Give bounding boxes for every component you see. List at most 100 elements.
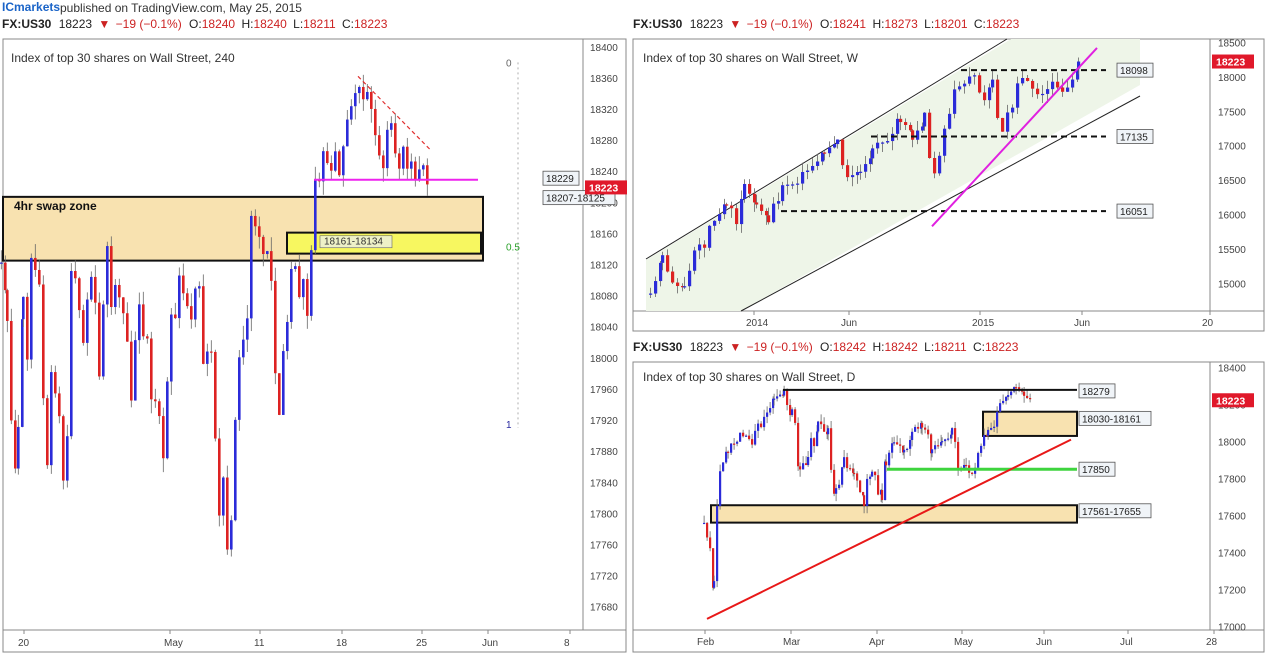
candle [42, 284, 45, 399]
candle [382, 155, 385, 169]
candle [833, 469, 836, 494]
candle [1021, 77, 1025, 84]
candle [54, 372, 57, 394]
candle [846, 165, 850, 178]
x-tick-label: 18 [336, 638, 348, 649]
red-trendline [357, 75, 431, 150]
candle [805, 463, 808, 466]
candle [262, 236, 265, 255]
candle [1007, 395, 1010, 397]
candle [849, 468, 852, 470]
x-tick-label: 20 [18, 638, 30, 649]
y-tick-label: 17000 [1218, 142, 1246, 153]
candle [794, 409, 797, 423]
candle [851, 175, 855, 178]
candle [30, 257, 33, 360]
candle [996, 79, 1000, 118]
candle [666, 255, 670, 272]
candle [326, 151, 329, 164]
candle [266, 251, 269, 255]
candle [735, 208, 739, 225]
candle [773, 398, 776, 400]
chart-panel-weekly[interactable]: FX:US30 18223 ▼ −19 (−0.1%) O:18241 H:18… [631, 15, 1266, 335]
candle [278, 373, 281, 415]
level-label-zone-upper: 18030-18161 [1082, 414, 1141, 425]
change: −19 (−0.1%) [116, 17, 182, 31]
candle [765, 210, 769, 216]
candle [671, 271, 675, 283]
candle [718, 214, 722, 221]
level-label-zone-upper-bg [1078, 410, 1152, 426]
symbol: FX:US30 [633, 340, 683, 354]
candle [742, 432, 745, 437]
candle [10, 320, 13, 421]
chart-title: Index of top 30 shares on Wall Street, 2… [11, 51, 235, 65]
level-label-18279-bg [1078, 383, 1116, 399]
candle [914, 426, 917, 432]
candle [378, 135, 381, 156]
level-label-17850-bg [1078, 461, 1116, 477]
candle [796, 183, 800, 185]
candle [779, 394, 782, 397]
candle [763, 416, 766, 428]
candle [846, 457, 849, 469]
candle [82, 310, 85, 343]
candles [703, 382, 1032, 591]
level-label-18279: 18279 [1082, 387, 1110, 398]
y-tick-label: 18500 [1218, 38, 1246, 49]
candle [1056, 81, 1060, 88]
price: 18223 [690, 17, 724, 31]
candle [938, 155, 942, 174]
top-bar: ICmarkets published on TradingView.com, … [0, 0, 1266, 16]
candle [801, 171, 805, 184]
candle [186, 293, 189, 307]
candle [370, 91, 373, 109]
candle [874, 471, 877, 476]
candle [34, 257, 37, 270]
candle [899, 444, 902, 446]
pink-trendline [931, 47, 1098, 227]
level-label-18098-bg [1116, 62, 1154, 78]
brand-logo[interactable]: ICmarkets [2, 0, 61, 14]
chart-panel-daily[interactable]: FX:US30 18223 ▼ −19 (−0.1%) O:18242 H:18… [631, 338, 1266, 654]
candle [38, 269, 41, 285]
y-tick-label: 17500 [1218, 107, 1246, 118]
candle [745, 435, 748, 437]
level-label-zone: 18207-18125 [546, 194, 605, 205]
x-tick-label: Apr [869, 637, 885, 648]
candle [286, 321, 289, 352]
y-tick-label: 17800 [1218, 474, 1246, 485]
candle [937, 445, 940, 447]
chart-panel-h4[interactable]: FX:US30 18223 ▼ −19 (−0.1%) O:18240 H:18… [0, 15, 628, 655]
candle [258, 226, 261, 237]
y-tick-label: 15000 [1218, 279, 1246, 290]
candle [302, 279, 305, 298]
candle [772, 203, 776, 223]
svg-text:FX:US30 18223 ▼ −1: FX:US30 18223 ▼ −19 (−0.1%) O:18242 H:18… [633, 340, 1019, 354]
candle [114, 284, 117, 308]
x-tick-label: 25 [416, 638, 428, 649]
candle [751, 439, 754, 445]
y-tick-label: 17920 [590, 416, 618, 427]
candle [659, 262, 663, 282]
candle [274, 280, 277, 374]
candle [230, 520, 233, 550]
candle [799, 466, 802, 470]
candle [807, 456, 810, 466]
x-tick-label: Jun [841, 318, 857, 329]
candle [170, 314, 173, 382]
candle [154, 399, 157, 402]
candle [1018, 387, 1021, 391]
candle [888, 452, 891, 466]
candle [134, 340, 137, 401]
candle [142, 304, 145, 337]
candle [973, 75, 977, 77]
candle [736, 441, 739, 444]
candle [921, 423, 924, 428]
candle [106, 246, 109, 305]
candle [1061, 87, 1065, 92]
candle [983, 435, 986, 446]
candle [820, 421, 823, 425]
candle [948, 113, 952, 129]
candle [980, 445, 983, 453]
